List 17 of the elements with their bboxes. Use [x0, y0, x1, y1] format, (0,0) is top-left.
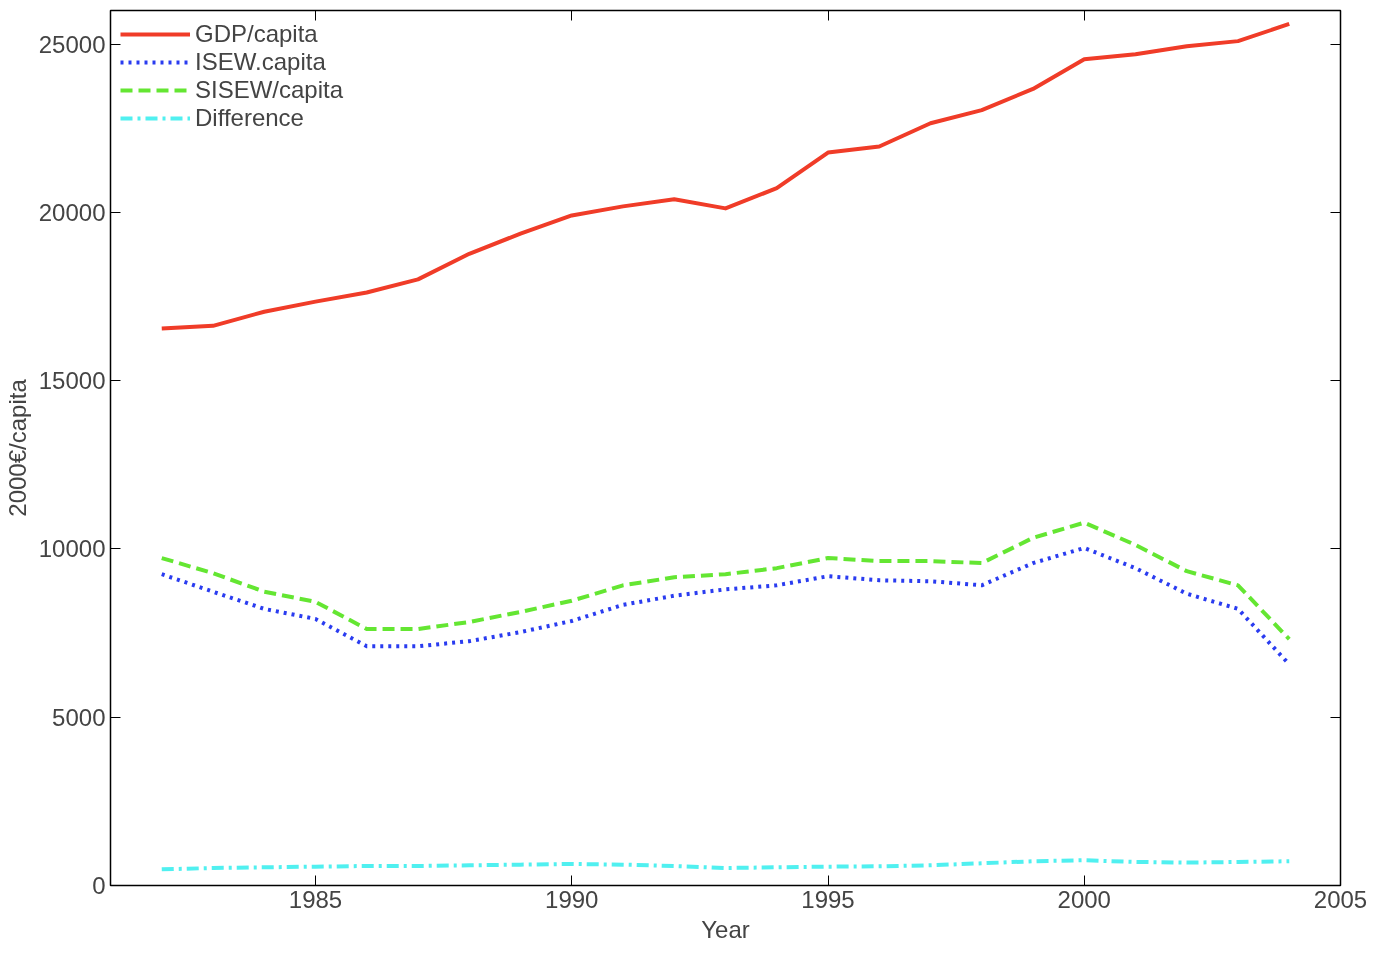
y-tick-label: 15000 — [38, 367, 106, 395]
x-tick-label: 1985 — [288, 885, 343, 913]
y-axis-title: 2000€/capita — [3, 378, 31, 517]
x-tick-label: 1995 — [801, 885, 855, 913]
y-tick-label: 10000 — [38, 535, 106, 563]
legend-label: Difference — [195, 104, 304, 132]
legend-label: GDP/capita — [195, 20, 318, 48]
y-tick-label: 25000 — [38, 30, 106, 58]
y-tick-label: 0 — [92, 872, 106, 899]
y-tick-label: 5000 — [52, 703, 106, 731]
legend-label: SISEW/capita — [195, 76, 344, 104]
x-tick-label: 1990 — [545, 885, 599, 913]
legend-label: ISEW.capita — [195, 48, 326, 76]
x-tick-label: 2000 — [1057, 885, 1111, 913]
x-tick-label: 2005 — [1313, 885, 1368, 913]
y-tick-label: 20000 — [38, 198, 106, 226]
x-axis-title: Year — [701, 915, 750, 943]
